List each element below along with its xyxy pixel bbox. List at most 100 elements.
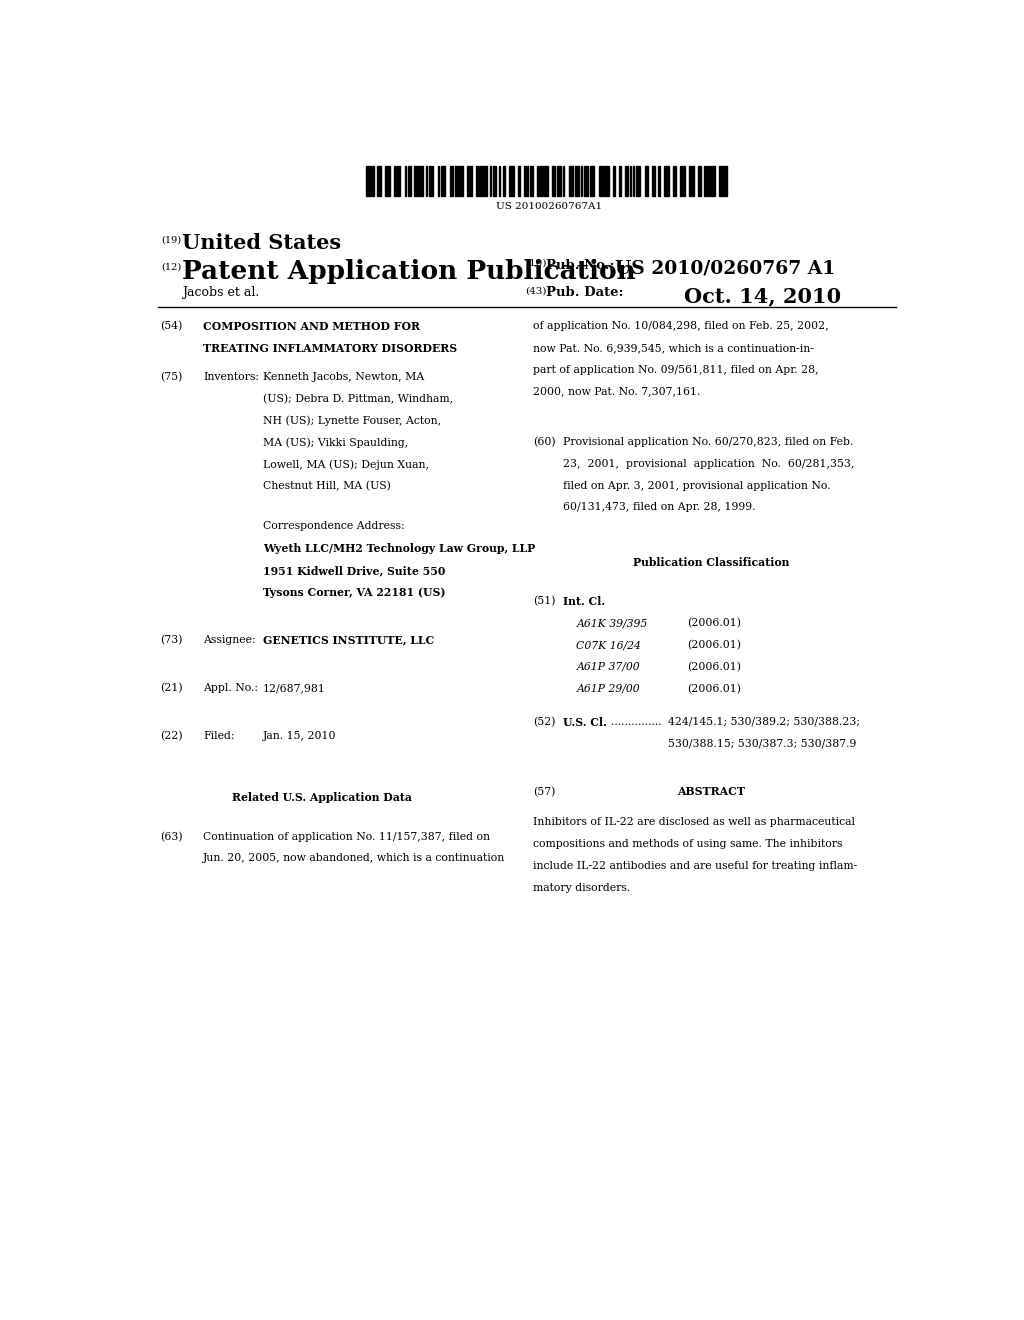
Text: (10): (10) xyxy=(524,259,546,268)
Text: part of application No. 09/561,811, filed on Apr. 28,: part of application No. 09/561,811, file… xyxy=(532,364,818,375)
Bar xyxy=(527,165,528,195)
Text: (2006.01): (2006.01) xyxy=(687,640,741,651)
Bar xyxy=(645,165,648,195)
Text: filed on Apr. 3, 2001, provisional application No.: filed on Apr. 3, 2001, provisional appli… xyxy=(563,480,830,491)
Text: GENETICS INSTITUTE, LLC: GENETICS INSTITUTE, LLC xyxy=(263,635,434,645)
Text: (73): (73) xyxy=(160,635,182,645)
Text: (43): (43) xyxy=(524,286,546,296)
Text: Publication Classification: Publication Classification xyxy=(633,557,790,568)
Text: (63): (63) xyxy=(160,832,182,842)
Bar xyxy=(584,165,588,195)
Text: (US); Debra D. Pittman, Windham,: (US); Debra D. Pittman, Windham, xyxy=(263,393,453,404)
Bar xyxy=(479,165,483,195)
Text: US 2010/0260767 A1: US 2010/0260767 A1 xyxy=(615,259,836,277)
Text: United States: United States xyxy=(182,232,341,252)
Text: Correspondence Address:: Correspondence Address: xyxy=(263,521,404,531)
Bar xyxy=(404,165,407,195)
Bar xyxy=(385,165,390,195)
Text: (22): (22) xyxy=(160,731,182,742)
Text: (57): (57) xyxy=(532,787,555,797)
Text: MA (US); Vikki Spaulding,: MA (US); Vikki Spaulding, xyxy=(263,437,409,447)
Bar xyxy=(397,165,400,195)
Text: A61P 29/00: A61P 29/00 xyxy=(577,684,640,694)
Text: Int. Cl.: Int. Cl. xyxy=(563,597,605,607)
Text: compositions and methods of using same. The inhibitors: compositions and methods of using same. … xyxy=(532,840,842,849)
Text: Oct. 14, 2010: Oct. 14, 2010 xyxy=(684,286,841,306)
Text: Jacobs et al.: Jacobs et al. xyxy=(182,286,259,300)
Text: 2000, now Pat. No. 7,307,161.: 2000, now Pat. No. 7,307,161. xyxy=(532,387,700,396)
Text: (2006.01): (2006.01) xyxy=(687,618,741,628)
Text: Inhibitors of IL-22 are disclosed as well as pharmaceutical: Inhibitors of IL-22 are disclosed as wel… xyxy=(532,817,855,828)
Text: ABSTRACT: ABSTRACT xyxy=(677,787,745,797)
Text: U.S. Cl.: U.S. Cl. xyxy=(563,717,607,727)
Bar xyxy=(705,165,706,195)
Bar xyxy=(493,165,496,195)
Bar xyxy=(372,165,374,195)
Bar xyxy=(626,165,629,195)
Text: Jan. 15, 2010: Jan. 15, 2010 xyxy=(263,731,337,741)
Text: Pub. Date:: Pub. Date: xyxy=(546,286,624,300)
Bar xyxy=(689,165,691,195)
Text: Appl. No.:: Appl. No.: xyxy=(204,682,258,693)
Text: Provisional application No. 60/270,823, filed on Feb.: Provisional application No. 60/270,823, … xyxy=(563,437,853,447)
Text: Inventors:: Inventors: xyxy=(204,372,259,381)
Bar xyxy=(658,165,659,195)
Bar xyxy=(725,165,727,195)
Text: Tysons Corner, VA 22181 (US): Tysons Corner, VA 22181 (US) xyxy=(263,587,445,598)
Text: 1951 Kidwell Drive, Suite 550: 1951 Kidwell Drive, Suite 550 xyxy=(263,565,445,576)
Bar xyxy=(652,165,655,195)
Text: A61K 39/395: A61K 39/395 xyxy=(577,618,647,628)
Text: (2006.01): (2006.01) xyxy=(687,661,741,672)
Bar xyxy=(557,165,561,195)
Bar xyxy=(563,165,564,195)
Bar xyxy=(636,165,640,195)
Text: NH (US); Lynette Fouser, Acton,: NH (US); Lynette Fouser, Acton, xyxy=(263,416,441,426)
Bar xyxy=(630,165,632,195)
Bar xyxy=(574,165,580,195)
Bar xyxy=(394,165,396,195)
Text: (51): (51) xyxy=(532,597,555,607)
Text: US 20100260767A1: US 20100260767A1 xyxy=(496,202,602,211)
Bar xyxy=(485,165,486,195)
Text: Filed:: Filed: xyxy=(204,731,234,741)
Text: include IL-22 antibodies and are useful for treating inflam-: include IL-22 antibodies and are useful … xyxy=(532,861,857,871)
Bar xyxy=(708,165,709,195)
Text: (52): (52) xyxy=(532,717,555,727)
Bar xyxy=(503,165,505,195)
Text: (12): (12) xyxy=(162,263,181,271)
Bar xyxy=(681,165,682,195)
Text: Related U.S. Application Data: Related U.S. Application Data xyxy=(232,792,413,804)
Text: (60): (60) xyxy=(532,437,555,447)
Bar xyxy=(489,165,492,195)
Bar xyxy=(673,165,676,195)
Bar xyxy=(613,165,615,195)
Text: (19): (19) xyxy=(162,236,181,244)
Bar xyxy=(633,165,634,195)
Bar xyxy=(544,165,548,195)
Text: (54): (54) xyxy=(160,321,182,331)
Text: Assignee:: Assignee: xyxy=(204,635,256,645)
Bar xyxy=(456,165,460,195)
Text: 23,  2001,  provisional  application  No.  60/281,353,: 23, 2001, provisional application No. 60… xyxy=(563,458,854,469)
Bar xyxy=(541,165,542,195)
Text: 12/687,981: 12/687,981 xyxy=(263,682,326,693)
Text: ...............: ............... xyxy=(610,717,662,726)
Bar xyxy=(367,165,371,195)
Bar xyxy=(524,165,525,195)
Text: matory disorders.: matory disorders. xyxy=(532,883,630,892)
Bar xyxy=(476,165,478,195)
Bar xyxy=(377,165,381,195)
Bar xyxy=(450,165,453,195)
Text: Kenneth Jacobs, Newton, MA: Kenneth Jacobs, Newton, MA xyxy=(263,372,424,381)
Bar xyxy=(499,165,500,195)
Bar xyxy=(698,165,701,195)
Bar xyxy=(552,165,555,195)
Bar xyxy=(518,165,519,195)
Bar xyxy=(598,165,603,195)
Bar xyxy=(429,165,433,195)
Text: Wyeth LLC/MH2 Technology Law Group, LLP: Wyeth LLC/MH2 Technology Law Group, LLP xyxy=(263,543,536,554)
Bar xyxy=(509,165,514,195)
Bar xyxy=(590,165,594,195)
Text: Continuation of application No. 11/157,387, filed on: Continuation of application No. 11/157,3… xyxy=(204,832,490,842)
Bar xyxy=(581,165,582,195)
